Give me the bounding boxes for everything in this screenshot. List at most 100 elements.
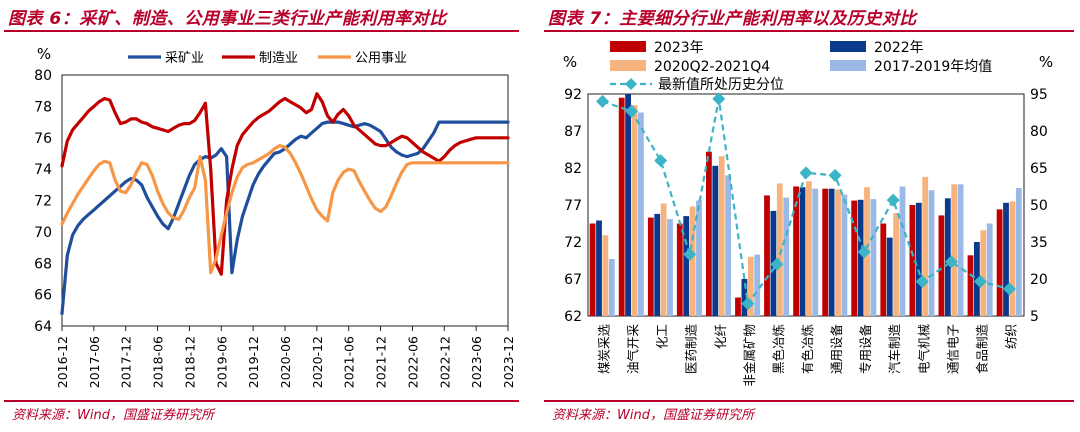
percentile-marker [625,104,639,118]
y-tick-label: 87 [564,124,582,140]
category-label: 汽车制造 [887,324,902,375]
bar [1015,188,1022,316]
percentile-marker [857,245,871,259]
legend-label: 2020Q2-2021Q4 [654,59,770,75]
right-figure-title: 图表 7：主要细分行业产能利用率以及历史对比 [548,9,917,29]
bar [857,199,864,316]
y-tick-label: 76 [34,131,52,147]
bar [812,188,819,316]
y2-tick-label: 20 [1030,272,1048,288]
bar [712,165,719,316]
bar [886,237,893,316]
y-tick-label: 82 [564,161,582,177]
bar [1003,202,1009,316]
legend-swatch [830,41,866,52]
bar [735,297,741,316]
y2-axis-unit: % [1039,53,1053,71]
percentile-marker [741,297,755,311]
legend-label: 采矿业 [165,51,204,66]
bar [841,194,848,316]
legend-label: 最新值所处历史分位 [658,77,784,93]
bar [922,176,929,316]
x-tick-label: 2017-12 [119,336,134,388]
line-chart: 64 66 68 70 72 74 76 78 80% 2016-12 2017-06 2017-12… [34,45,516,388]
category-label: 电气机械 [916,324,931,375]
bar [909,205,916,316]
y-tick-label: 64 [34,319,52,335]
bar [851,200,858,316]
bar [776,183,783,316]
left-figure-title: 图表 6：采矿、制造、公用事业三类行业产能利用率对比 [8,9,447,29]
category-label: 通信电子 [945,324,960,374]
bar [638,112,644,316]
y-tick-label: 72 [564,235,582,251]
bar [915,202,922,316]
y-axis-unit: % [563,53,577,71]
bar [793,186,799,316]
right-figure: 图表 7：主要细分行业产能利用率以及历史对比 62 67 72 77 82 87 92 5 20… [540,0,1080,432]
bar [951,184,958,316]
left-title-rule [4,30,519,32]
bar-chart: 62 67 72 77 82 87 92 5 20 35 50 65 80 95% % 煤炭采选 油气开采 化工医… [563,40,1053,387]
y-tick-label: 77 [564,198,582,214]
bar [683,216,690,316]
percentile-marker [799,166,813,180]
percentile-marker [944,255,958,269]
bar [689,206,696,316]
x-tick-label: 2022-06 [405,336,420,388]
y2-tick-label: 80 [1030,124,1048,140]
legend-swatch [830,60,866,71]
x-tick-label: 2023-06 [469,336,484,388]
y2-tick-label: 95 [1030,87,1048,103]
bar [899,186,906,316]
bar [799,187,806,316]
bar [696,200,702,316]
category-label: 有色冶炼 [800,324,815,374]
legend-label: 2023年 [654,40,704,56]
category-label: 化工 [655,324,670,349]
legend-swatch [610,41,646,52]
bar [747,256,754,316]
x-tick-label: 2018-12 [182,336,197,388]
bar [783,197,790,316]
bar [654,213,661,316]
bar [608,259,615,316]
y-tick-label: 70 [34,225,52,241]
x-tick-label: 2020-12 [310,336,325,388]
y-tick-label: 92 [564,87,582,103]
x-tick-label: 2017-06 [87,336,102,388]
right-title-rule [544,30,1074,32]
x-tick-label: 2021-06 [342,336,357,388]
bar [706,151,712,316]
bar [986,223,993,316]
left-figure: 图表 6：采矿、制造、公用事业三类行业产能利用率对比 64 66 68 70 72 74 7… [0,0,525,432]
bar [718,156,725,316]
bar [618,97,625,316]
percentile-marker [712,92,726,106]
category-label: 化纤 [713,324,728,350]
bar [589,223,596,316]
legend-marker-swatch [625,78,637,90]
bar [676,223,683,316]
x-tick-label: 2019-12 [246,336,261,388]
y-tick-label: 74 [34,162,52,178]
bar [625,94,631,316]
bar [835,189,841,316]
x-tick-label: 2020-06 [278,336,293,388]
legend-label: 制造业 [259,51,298,66]
x-tick-label: 2023-12 [501,336,516,388]
percentile-marker [683,247,697,261]
x-tick-label: 2021-12 [374,336,389,388]
y-tick-label: 66 [34,288,52,304]
bar [741,279,748,316]
y2-tick-label: 50 [1030,198,1048,214]
bar [647,217,654,316]
category-label: 黑色冶炼 [771,324,786,374]
bar [631,105,638,316]
bar [828,188,835,316]
category-label: 纺织 [1003,324,1018,349]
y-tick-label: 80 [34,68,52,84]
series-line [60,92,510,276]
x-tick-label: 2016-12 [55,336,70,388]
percentile-marker [654,154,668,168]
